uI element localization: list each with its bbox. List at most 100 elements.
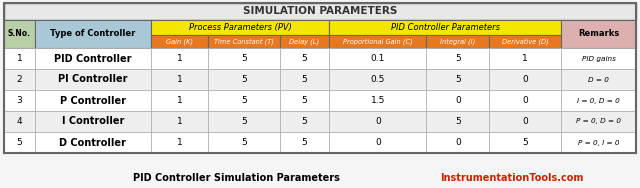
Text: 0: 0 (522, 117, 528, 126)
Text: Gain (K): Gain (K) (166, 38, 193, 45)
Text: SIMULATION PARAMETERS: SIMULATION PARAMETERS (243, 7, 397, 17)
Bar (35, 20, 150, 48)
Text: 4: 4 (17, 117, 22, 126)
Text: 0.1: 0.1 (371, 54, 385, 63)
Bar (35, 90, 150, 111)
Text: 5: 5 (301, 117, 307, 126)
Bar (35, 48, 150, 69)
Bar (490, 35, 561, 48)
Text: D = 0: D = 0 (588, 77, 609, 83)
Bar (561, 111, 636, 132)
Bar (150, 132, 208, 153)
Text: 1: 1 (177, 138, 182, 147)
Bar (35, 132, 150, 153)
Text: 5: 5 (522, 138, 528, 147)
Bar (35, 69, 150, 90)
Text: Type of Controller: Type of Controller (50, 30, 136, 39)
Bar (330, 111, 426, 132)
Bar (208, 132, 280, 153)
Text: D Controller: D Controller (60, 137, 126, 148)
Bar (4, 90, 35, 111)
Bar (490, 132, 561, 153)
Bar (330, 20, 561, 35)
Text: Delay (L): Delay (L) (289, 38, 319, 45)
Text: Remarks: Remarks (578, 30, 619, 39)
Text: 5: 5 (301, 75, 307, 84)
Text: 0: 0 (455, 96, 461, 105)
Bar (4, 3, 636, 20)
Text: 1.5: 1.5 (371, 96, 385, 105)
Text: 5: 5 (241, 54, 247, 63)
Text: PID Controller Simulation Parameters: PID Controller Simulation Parameters (133, 173, 340, 183)
Text: P Controller: P Controller (60, 96, 126, 105)
Bar (426, 35, 490, 48)
Bar (4, 3, 636, 153)
Text: 0: 0 (375, 138, 381, 147)
Text: 0: 0 (455, 138, 461, 147)
Text: 5: 5 (241, 138, 247, 147)
Bar (208, 35, 280, 48)
Bar (280, 90, 330, 111)
Text: 5: 5 (17, 138, 22, 147)
Text: 0: 0 (522, 75, 528, 84)
Bar (561, 90, 636, 111)
Bar (561, 48, 636, 69)
Text: PID Controller: PID Controller (54, 54, 132, 64)
Bar (4, 69, 35, 90)
Text: Process Parameters (PV): Process Parameters (PV) (189, 23, 291, 32)
Bar (426, 48, 490, 69)
Bar (208, 48, 280, 69)
Bar (426, 90, 490, 111)
Text: Time Constant (T): Time Constant (T) (214, 38, 274, 45)
Text: Integral (I): Integral (I) (440, 38, 476, 45)
Text: 5: 5 (241, 75, 247, 84)
Bar (330, 48, 426, 69)
Bar (280, 48, 330, 69)
Text: 1: 1 (177, 117, 182, 126)
Bar (150, 90, 208, 111)
Text: Proportional Gain (C): Proportional Gain (C) (343, 38, 413, 45)
Text: 5: 5 (241, 117, 247, 126)
Bar (150, 111, 208, 132)
Bar (208, 90, 280, 111)
Text: P = 0, I = 0: P = 0, I = 0 (578, 139, 620, 146)
Text: 0: 0 (522, 96, 528, 105)
Bar (35, 111, 150, 132)
Text: PI Controller: PI Controller (58, 74, 127, 84)
Text: InstrumentationTools.com: InstrumentationTools.com (440, 173, 584, 183)
Bar (208, 69, 280, 90)
Bar (280, 69, 330, 90)
Bar (490, 48, 561, 69)
Bar (150, 35, 208, 48)
Bar (330, 90, 426, 111)
Bar (330, 35, 426, 48)
Text: 1: 1 (177, 96, 182, 105)
Bar (280, 111, 330, 132)
Bar (150, 20, 330, 35)
Text: 1: 1 (17, 54, 22, 63)
Bar (4, 20, 35, 48)
Bar (150, 69, 208, 90)
Bar (280, 132, 330, 153)
Text: 3: 3 (17, 96, 22, 105)
Bar (561, 69, 636, 90)
Text: 5: 5 (455, 117, 461, 126)
Bar (208, 111, 280, 132)
Text: 2: 2 (17, 75, 22, 84)
Text: 5: 5 (241, 96, 247, 105)
Bar (280, 35, 330, 48)
Bar (4, 132, 35, 153)
Bar (490, 69, 561, 90)
Text: 5: 5 (455, 54, 461, 63)
Text: P = 0, D = 0: P = 0, D = 0 (576, 118, 621, 124)
Bar (426, 69, 490, 90)
Text: 5: 5 (301, 54, 307, 63)
Bar (426, 132, 490, 153)
Bar (561, 132, 636, 153)
Bar (150, 48, 208, 69)
Text: 1: 1 (522, 54, 528, 63)
Text: 0.5: 0.5 (371, 75, 385, 84)
Bar (330, 132, 426, 153)
Bar (426, 111, 490, 132)
Bar (561, 20, 636, 48)
